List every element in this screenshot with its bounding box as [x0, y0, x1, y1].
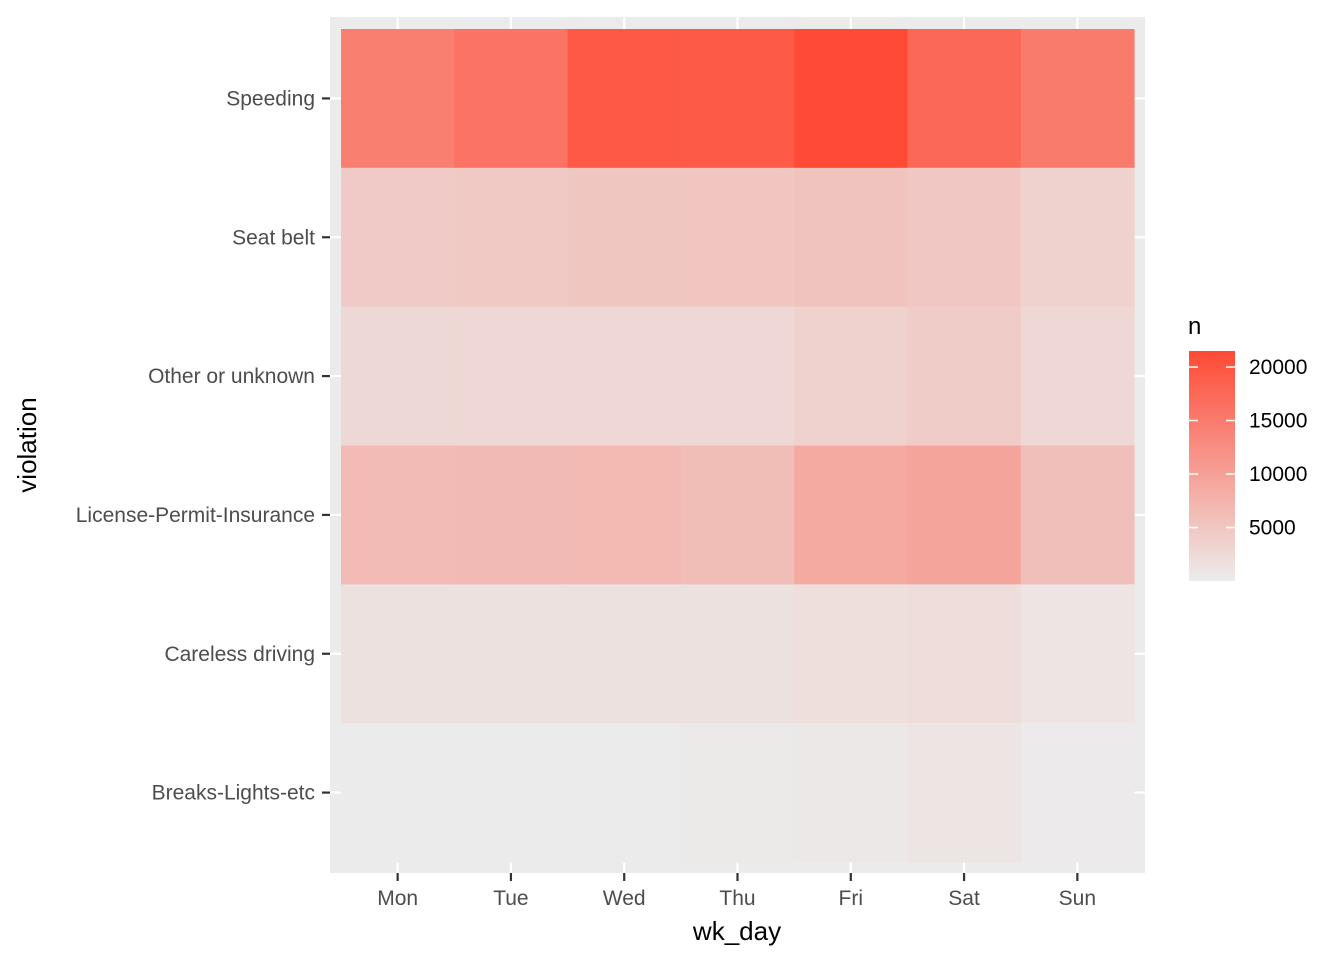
- y-axis: Speeding Seat belt Other or unknown License…: [76, 87, 330, 805]
- heatmap-tile-breaks-lights-etc-sun: [1020, 723, 1135, 863]
- y-tick-label: License-Permit-Insurance: [76, 504, 315, 527]
- heatmap-tile-speeding-sun: [1020, 29, 1135, 169]
- x-tick-label: Sun: [1059, 887, 1096, 910]
- heatmap-tile-breaks-lights-etc-fri: [794, 723, 909, 863]
- heatmap-tile-other-or-unknown-sun: [1020, 306, 1135, 447]
- y-tick-label: Breaks-Lights-etc: [152, 782, 315, 805]
- x-tick-label: Thu: [719, 887, 755, 910]
- heatmap-tile-other-or-unknown-mon: [341, 306, 455, 447]
- heatmap-tile-seat-belt-fri: [794, 167, 909, 308]
- legend-tick-label: 20000: [1249, 356, 1307, 379]
- y-tick-label: Other or unknown: [148, 365, 315, 388]
- heatmap-tile-breaks-lights-etc-tue: [454, 723, 569, 863]
- y-tick-label: Seat belt: [232, 226, 315, 249]
- heatmap-tile-other-or-unknown-sat: [907, 306, 1022, 447]
- heatmap-tile-seat-belt-tue: [454, 167, 569, 308]
- heatmap-tile-other-or-unknown-fri: [794, 306, 909, 447]
- heatmap-tile-license-permit-insurance-mon: [341, 445, 455, 585]
- heatmap-tile-seat-belt-wed: [567, 167, 682, 308]
- heatmap-tile-other-or-unknown-thu: [680, 306, 795, 447]
- heatmap-tile-license-permit-insurance-sat: [907, 445, 1022, 585]
- x-tick-label: Sat: [948, 887, 980, 910]
- heatmap-tile-speeding-sat: [907, 29, 1022, 169]
- heatmap-tile-license-permit-insurance-thu: [680, 445, 795, 585]
- legend-tick-label: 5000: [1249, 517, 1296, 540]
- heatmap-tile-seat-belt-sat: [907, 167, 1022, 308]
- legend-tick-label: 10000: [1249, 463, 1307, 486]
- heatmap-tile-careless-driving-tue: [454, 584, 569, 724]
- heatmap-tile-license-permit-insurance-sun: [1020, 445, 1135, 585]
- heatmap-tile-careless-driving-thu: [680, 584, 795, 724]
- x-axis-title: wk_day: [692, 916, 781, 946]
- heatmap-tile-speeding-wed: [567, 29, 682, 169]
- y-tick-label: Careless driving: [164, 643, 315, 666]
- legend-tick-label: 15000: [1249, 410, 1307, 433]
- heatmap-tile-careless-driving-fri: [794, 584, 909, 724]
- x-tick-label: Fri: [839, 887, 864, 910]
- heatmap-tile-license-permit-insurance-tue: [454, 445, 569, 585]
- y-tick-label: Speeding: [226, 87, 315, 110]
- x-tick-label: Wed: [603, 887, 646, 910]
- heatmap-tile-seat-belt-thu: [680, 167, 795, 308]
- heatmap-tile-careless-driving-sat: [907, 584, 1022, 724]
- heatmap-tile-speeding-tue: [454, 29, 569, 169]
- heatmap-tile-breaks-lights-etc-sat: [907, 723, 1022, 863]
- heatmap-tile-seat-belt-mon: [341, 167, 455, 308]
- heatmap-tile-license-permit-insurance-wed: [567, 445, 682, 585]
- heatmap-tile-breaks-lights-etc-mon: [341, 723, 455, 863]
- heatmap-tile-other-or-unknown-wed: [567, 306, 682, 447]
- legend-ticks: 5000 10000 15000 20000: [1189, 356, 1307, 540]
- heatmap-tile-careless-driving-sun: [1020, 584, 1135, 724]
- heatmap-tile-speeding-fri: [794, 29, 909, 169]
- heatmap-tiles: [341, 29, 1135, 863]
- heatmap-tile-other-or-unknown-tue: [454, 306, 569, 447]
- legend: n 5000 10000 15000 20000: [1188, 313, 1307, 581]
- heatmap-tile-speeding-mon: [341, 29, 455, 169]
- heatmap-tile-license-permit-insurance-fri: [794, 445, 909, 585]
- heatmap-tile-seat-belt-sun: [1020, 167, 1135, 308]
- y-axis-title: violation: [12, 397, 42, 492]
- x-tick-label: Mon: [377, 887, 418, 910]
- heatmap-tile-careless-driving-wed: [567, 584, 682, 724]
- legend-title: n: [1188, 313, 1201, 340]
- heatmap-tile-breaks-lights-etc-wed: [567, 723, 682, 863]
- x-tick-label: Tue: [493, 887, 528, 910]
- heatmap-tile-breaks-lights-etc-thu: [680, 723, 795, 863]
- x-axis: Mon Tue Wed Thu Fri Sat Sun: [377, 873, 1096, 910]
- heatmap-tile-speeding-thu: [680, 29, 795, 169]
- legend-colorbar: [1189, 351, 1235, 581]
- heatmap-tile-careless-driving-mon: [341, 584, 455, 724]
